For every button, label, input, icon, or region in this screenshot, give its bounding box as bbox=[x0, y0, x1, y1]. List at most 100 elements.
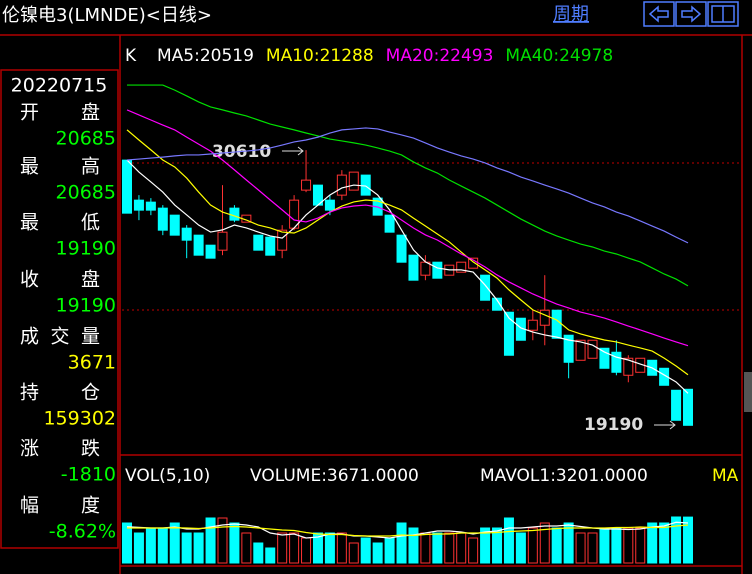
volume-bar bbox=[289, 532, 300, 564]
candle-body bbox=[492, 297, 503, 311]
mavol-line bbox=[127, 524, 689, 537]
volume-bar bbox=[420, 532, 431, 564]
volume-bar bbox=[348, 542, 359, 564]
volume-bar bbox=[683, 516, 693, 564]
volume-bar bbox=[229, 522, 240, 564]
ma-line bbox=[127, 84, 689, 287]
volume-bar bbox=[265, 547, 276, 564]
candle-body bbox=[336, 174, 347, 196]
candle-body bbox=[623, 357, 634, 376]
candle-body bbox=[480, 274, 491, 301]
candle-body bbox=[265, 236, 276, 256]
candle-body bbox=[551, 309, 562, 339]
candle-body bbox=[587, 339, 598, 359]
info-value: 3671 bbox=[68, 352, 116, 374]
candle-body bbox=[324, 199, 335, 211]
volume-bar bbox=[480, 527, 491, 564]
layout-button[interactable] bbox=[707, 1, 739, 27]
candle-body bbox=[181, 227, 192, 241]
candle-body bbox=[253, 234, 264, 251]
candle-body bbox=[683, 388, 693, 426]
candle-body bbox=[157, 207, 168, 231]
volume-bar bbox=[205, 517, 216, 564]
volume-bar bbox=[324, 532, 335, 564]
volume-bar bbox=[539, 522, 550, 564]
volume-bar bbox=[217, 517, 228, 564]
scroll-thumb[interactable] bbox=[744, 372, 752, 412]
volume-bar bbox=[372, 542, 383, 564]
ma-line bbox=[126, 109, 689, 347]
legend-entry: MA20:22493 bbox=[386, 46, 494, 66]
volume-bar bbox=[551, 527, 562, 564]
legend-entry: MA10:21288 bbox=[266, 46, 374, 66]
next-icon bbox=[681, 5, 702, 23]
volume-bar bbox=[277, 532, 288, 564]
legend-entry: VOLUME:3671.0000 bbox=[250, 466, 419, 486]
candle-body bbox=[229, 207, 240, 221]
candle-body bbox=[217, 231, 228, 251]
volume-bar bbox=[181, 532, 192, 564]
candle-body bbox=[169, 214, 180, 236]
volume-bar bbox=[468, 537, 479, 564]
info-label: 成交量 bbox=[20, 326, 100, 348]
candle-body bbox=[122, 159, 132, 214]
volume-bar bbox=[253, 542, 264, 564]
volume-bar bbox=[611, 527, 622, 564]
volume-bar bbox=[157, 527, 168, 564]
candle-body bbox=[145, 201, 156, 211]
ma-line bbox=[126, 127, 689, 244]
candle-body bbox=[503, 311, 514, 356]
candle-body bbox=[575, 339, 586, 361]
volume-bar bbox=[444, 532, 455, 564]
volume-bar bbox=[193, 532, 204, 564]
volume-bar bbox=[360, 537, 371, 564]
candle-body bbox=[360, 174, 371, 196]
candle-body bbox=[193, 234, 204, 256]
volume-bar bbox=[312, 532, 323, 564]
candle-body bbox=[539, 309, 550, 326]
candle-body bbox=[527, 319, 538, 331]
candle-body bbox=[671, 389, 682, 421]
info-date: 20220715 bbox=[11, 75, 108, 97]
title: 伦镍电3(LMNDE)<日线> bbox=[2, 5, 212, 26]
volume-bar bbox=[527, 527, 538, 564]
volume-bar bbox=[503, 517, 514, 564]
frames bbox=[0, 34, 752, 574]
volume-bar bbox=[241, 532, 252, 564]
candle-body bbox=[133, 199, 144, 211]
layout-icon bbox=[711, 5, 735, 23]
info-value: 159302 bbox=[43, 408, 116, 430]
volume-bar bbox=[515, 532, 526, 564]
volume-bar bbox=[336, 532, 347, 564]
info-value: 20685 bbox=[56, 128, 116, 150]
volume-bar bbox=[145, 527, 156, 564]
volume-bar bbox=[575, 532, 586, 564]
high-arrow bbox=[282, 146, 304, 156]
info-value: -8.62% bbox=[49, 521, 116, 543]
candle-body bbox=[611, 351, 622, 373]
candle-body bbox=[205, 244, 216, 259]
candle-body bbox=[277, 229, 288, 251]
info-value: 20685 bbox=[56, 182, 116, 204]
volume-bar bbox=[396, 522, 407, 564]
volume-bar bbox=[659, 522, 670, 564]
prev-button[interactable] bbox=[643, 1, 675, 27]
volume-bar bbox=[456, 532, 467, 564]
volume-title: VOL(5,10) bbox=[125, 466, 210, 486]
volume-bar bbox=[122, 522, 132, 564]
info-frame bbox=[0, 69, 119, 549]
period-link[interactable]: 周期 bbox=[553, 4, 589, 25]
volume-bar bbox=[599, 527, 610, 564]
legend-entry: MA40:24978 bbox=[505, 46, 613, 66]
info-value: 19190 bbox=[56, 238, 116, 260]
low-arrow bbox=[654, 420, 676, 430]
next-button[interactable] bbox=[675, 1, 707, 27]
ma-line bbox=[126, 129, 689, 376]
volume-bar bbox=[563, 522, 574, 564]
legend-entry: MAVOL1:3201.0000 bbox=[480, 466, 648, 486]
volume-bar bbox=[384, 537, 395, 564]
candle-body bbox=[456, 261, 467, 273]
plot bbox=[122, 84, 693, 564]
